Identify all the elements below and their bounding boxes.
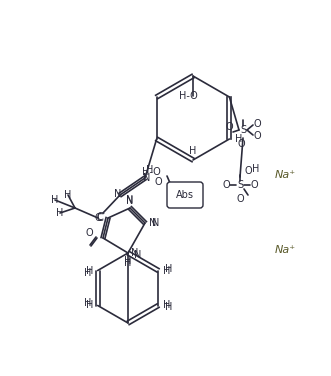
Text: H: H — [64, 190, 72, 200]
Text: O: O — [236, 194, 244, 204]
Text: O: O — [85, 228, 93, 238]
Text: H: H — [84, 299, 91, 308]
Text: Abs: Abs — [176, 190, 194, 200]
Text: C: C — [97, 213, 103, 223]
Text: H: H — [252, 164, 260, 174]
Text: H: H — [165, 303, 172, 312]
Text: N: N — [143, 173, 151, 183]
Text: H: H — [124, 258, 132, 268]
Text: O: O — [250, 180, 258, 190]
Text: N: N — [152, 218, 159, 228]
Text: O: O — [237, 139, 245, 149]
Text: N: N — [114, 189, 122, 199]
Text: H: H — [124, 256, 132, 266]
Text: N: N — [126, 195, 134, 205]
Text: O: O — [225, 122, 233, 132]
Text: ·: · — [102, 209, 106, 219]
Text: H: H — [84, 267, 91, 277]
Text: Na⁺: Na⁺ — [274, 170, 296, 180]
Text: O: O — [253, 131, 261, 141]
Text: S: S — [237, 180, 243, 190]
Text: H-O: H-O — [142, 167, 161, 177]
Text: C: C — [97, 212, 103, 222]
Text: H: H — [86, 265, 93, 276]
Text: O: O — [154, 177, 162, 187]
Text: O: O — [222, 180, 230, 190]
Text: H-O: H-O — [179, 91, 197, 101]
Text: N: N — [126, 196, 134, 206]
Text: H: H — [51, 195, 59, 205]
Text: H: H — [86, 300, 93, 311]
Text: O: O — [244, 166, 252, 176]
Text: H: H — [146, 165, 154, 175]
Text: H: H — [165, 264, 172, 273]
Text: H: H — [189, 146, 197, 156]
Text: S: S — [240, 125, 246, 135]
Text: O: O — [253, 119, 261, 129]
Text: H: H — [235, 134, 242, 144]
Text: N: N — [131, 248, 138, 258]
Text: C: C — [95, 213, 101, 223]
Text: H: H — [163, 300, 170, 311]
Text: N: N — [149, 218, 156, 228]
FancyBboxPatch shape — [167, 182, 203, 208]
Text: Na⁺: Na⁺ — [274, 245, 296, 255]
Text: H: H — [163, 265, 170, 276]
Text: N: N — [134, 250, 141, 260]
Text: H: H — [56, 208, 64, 218]
